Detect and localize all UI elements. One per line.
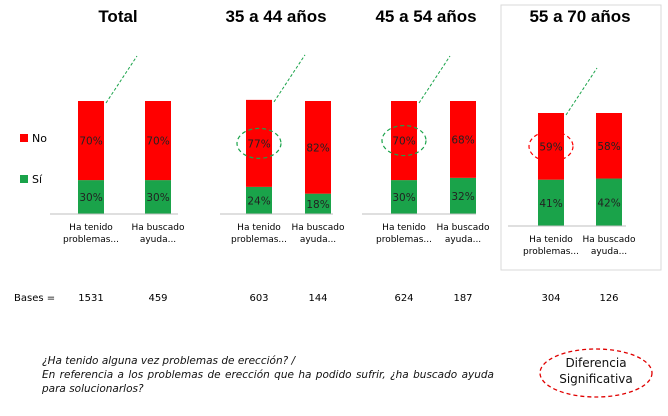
data-label-si: 30%	[392, 192, 415, 204]
category-label: Ha tenido problemas...	[376, 223, 432, 245]
significance-circle	[528, 130, 574, 162]
panel-frame	[500, 4, 662, 271]
data-label-si: 42%	[597, 197, 620, 209]
data-label-no: 58%	[597, 141, 620, 153]
legend-swatch-si	[20, 175, 28, 183]
data-label-no: 59%	[539, 141, 562, 153]
panel-title: 35 a 44 años	[225, 7, 326, 26]
bar-si	[305, 193, 331, 214]
data-label-no: 68%	[451, 134, 474, 146]
significance-label-line-2: Significativa	[559, 372, 633, 386]
bases-value: 603	[249, 293, 268, 304]
data-label-si: 41%	[539, 198, 562, 210]
data-label-no: 70%	[146, 136, 169, 148]
guide-line	[418, 55, 451, 104]
bases-value: 624	[394, 293, 413, 304]
category-label: Ha buscado ayuda...	[132, 223, 185, 245]
data-label-no: 77%	[247, 138, 270, 150]
bar-si	[246, 186, 272, 214]
significance-legend-ellipse	[539, 348, 653, 398]
category-label: Ha tenido problemas...	[231, 223, 287, 245]
category-label: Ha buscado ayuda...	[437, 223, 490, 245]
bar-si	[538, 179, 564, 226]
guide-line	[273, 54, 306, 103]
question-line-2: En referencia a los problemas de erecció…	[42, 369, 494, 395]
bases-label: Bases =	[14, 293, 55, 304]
legend-label-si: Sí	[32, 173, 43, 186]
data-label-si: 30%	[79, 192, 102, 204]
significance-label-line-1: Diferencia	[565, 356, 627, 370]
bases-value: 459	[148, 293, 167, 304]
significance-circle	[236, 127, 282, 159]
significance-legend: Diferencia Significativa	[538, 347, 654, 399]
bases-value: 126	[599, 293, 618, 304]
bar-si	[145, 180, 171, 214]
category-label: Ha buscado ayuda...	[583, 235, 636, 257]
bases-value: 187	[453, 293, 472, 304]
bar-si	[450, 177, 476, 214]
bar-no	[78, 101, 104, 181]
legend-label-no: No	[32, 132, 47, 145]
bar-no	[305, 101, 331, 194]
bar-no	[145, 101, 171, 181]
data-label-si: 18%	[306, 199, 329, 211]
question-line-1: ¿Ha tenido alguna vez problemas de erecc…	[42, 355, 296, 367]
data-label-no: 70%	[79, 136, 102, 148]
bar-no	[391, 101, 417, 181]
category-label: Ha tenido problemas...	[63, 223, 119, 245]
data-label-si: 32%	[451, 191, 474, 203]
panel-title: 55 a 70 años	[529, 7, 630, 26]
guide-line	[565, 67, 598, 116]
bases-value: 1531	[78, 293, 103, 304]
category-label: Ha buscado ayuda...	[292, 223, 345, 245]
bar-no	[246, 99, 272, 187]
bar-si	[596, 178, 622, 226]
significance-circle	[381, 124, 427, 157]
data-label-no: 82%	[306, 142, 329, 154]
data-label-si: 30%	[146, 192, 169, 204]
guide-line	[105, 55, 138, 104]
data-label-no: 70%	[392, 136, 415, 148]
legend-swatch-no	[20, 134, 28, 142]
bases-value: 144	[308, 293, 327, 304]
bases-value: 304	[541, 293, 560, 304]
panel-title: Total	[98, 7, 137, 26]
question-text: ¿Ha tenido alguna vez problemas de erecc…	[42, 354, 494, 396]
category-label: Ha tenido problemas...	[523, 235, 579, 257]
bar-no	[450, 101, 476, 178]
bar-si	[78, 180, 104, 214]
bar-si	[391, 180, 417, 214]
data-label-si: 24%	[247, 195, 270, 207]
bar-no	[538, 113, 564, 180]
panel-title: 45 a 54 años	[375, 7, 476, 26]
bar-no	[596, 113, 622, 179]
